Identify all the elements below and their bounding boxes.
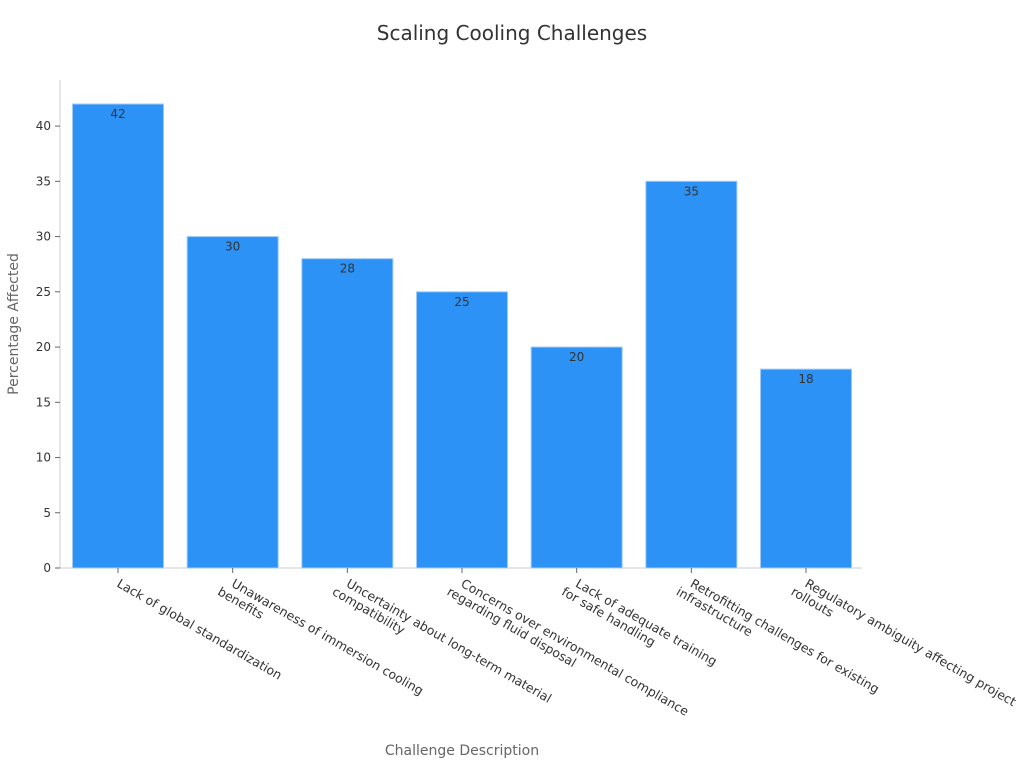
y-tick-label: 40 <box>36 119 51 133</box>
x-tick-label: Regulatory ambiguity affecting projectro… <box>789 572 1019 722</box>
y-tick-label: 25 <box>36 285 51 299</box>
data-label: 25 <box>454 295 469 309</box>
y-tick-label: 30 <box>36 230 51 244</box>
bar <box>186 236 279 569</box>
y-tick-label: 15 <box>36 395 51 409</box>
bar <box>530 346 623 569</box>
x-tick-label: Retrofitting challenges for existinginfr… <box>674 572 882 709</box>
y-tick-label: 5 <box>43 506 51 520</box>
y-axis-label: Percentage Affected <box>6 253 22 395</box>
data-label: 35 <box>684 184 699 198</box>
x-tick-label: Uncertainty about long-term materialcomp… <box>330 572 554 718</box>
x-tick-label: Unawareness of immersion coolingbenefits <box>215 572 426 711</box>
bar <box>760 368 853 569</box>
data-label: 42 <box>110 107 125 121</box>
data-label: 30 <box>225 240 240 254</box>
bar <box>301 258 394 569</box>
y-tick-label: 20 <box>36 340 51 354</box>
bar <box>416 291 509 569</box>
y-tick-label: 0 <box>43 561 51 575</box>
x-axis-label: Challenge Description <box>385 743 539 759</box>
bar <box>72 103 164 569</box>
data-label: 18 <box>798 372 813 386</box>
data-label: 28 <box>340 262 355 276</box>
y-tick-label: 35 <box>36 174 51 188</box>
bar <box>645 180 738 569</box>
y-tick-label: 10 <box>36 451 51 465</box>
chart-title: Scaling Cooling Challenges <box>377 21 647 45</box>
data-label: 20 <box>569 350 584 364</box>
